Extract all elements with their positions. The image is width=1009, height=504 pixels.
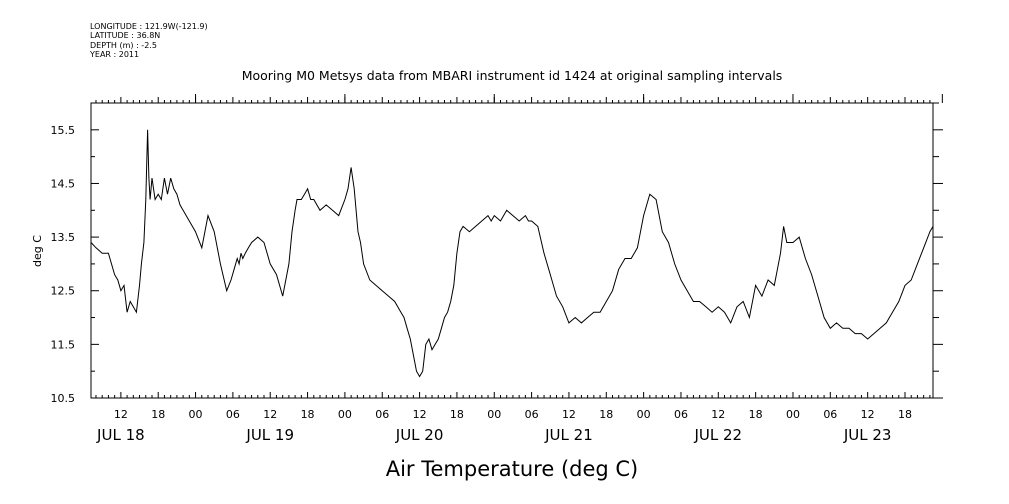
x-tick-label: 18 bbox=[151, 408, 165, 421]
meta-latitude: LATITUDE : 36.8N bbox=[90, 31, 161, 41]
x-tick-label: 00 bbox=[786, 408, 800, 421]
y-tick-label: 15.5 bbox=[51, 124, 76, 137]
x-day-label: JUL 22 bbox=[693, 426, 742, 444]
x-tick-label: 12 bbox=[861, 408, 875, 421]
meta-year: YEAR : 2011 bbox=[90, 49, 140, 59]
x-tick-label: 18 bbox=[599, 408, 613, 421]
plot-frame bbox=[90, 102, 934, 399]
x-tick-label: 12 bbox=[711, 408, 725, 421]
x-tick-label: 06 bbox=[226, 408, 240, 421]
x-tick-label: 12 bbox=[413, 408, 427, 421]
y-tick-label: 12.5 bbox=[51, 285, 76, 298]
y-tick-label: 11.5 bbox=[51, 338, 76, 351]
x-tick-label: 00 bbox=[338, 408, 352, 421]
x-day-label: JUL 23 bbox=[843, 426, 892, 444]
y-tick-label: 10.5 bbox=[51, 392, 76, 405]
x-day-label: JUL 18 bbox=[96, 426, 145, 444]
x-tick-label: 18 bbox=[450, 408, 464, 421]
x-tick-label: 18 bbox=[301, 408, 315, 421]
x-tick-label: 18 bbox=[898, 408, 912, 421]
x-tick-label: 12 bbox=[562, 408, 576, 421]
x-day-labels: JUL 18 JUL 19 JUL 20 JUL 21 JUL 22 JUL 23 bbox=[96, 426, 891, 444]
x-tick-label: 12 bbox=[114, 408, 128, 421]
y-tick-labels: 10.5 11.5 12.5 13.5 14.5 15.5 bbox=[51, 124, 76, 405]
x-tick-label: 06 bbox=[525, 408, 539, 421]
series-line-air-temperature bbox=[90, 129, 934, 378]
x-tick-label: 00 bbox=[487, 408, 501, 421]
x-tick-label: 00 bbox=[189, 408, 203, 421]
meta-depth: DEPTH (m) : -2.5 bbox=[90, 40, 157, 50]
meta-longitude: LONGITUDE : 121.9W(-121.9) bbox=[90, 22, 208, 31]
x-tick-label: 06 bbox=[823, 408, 837, 421]
x-axis-label: Air Temperature (deg C) bbox=[386, 457, 639, 481]
y-tick-label: 14.5 bbox=[51, 177, 76, 190]
chart-title: Mooring M0 Metsys data from MBARI instru… bbox=[242, 68, 783, 83]
metadata-block: LONGITUDE : 121.9W(-121.9) LATITUDE : 36… bbox=[90, 22, 208, 59]
y-tick-label: 13.5 bbox=[51, 231, 76, 244]
x-day-label: JUL 19 bbox=[245, 426, 294, 444]
x-tick-label: 12 bbox=[263, 408, 277, 421]
x-tick-label: 06 bbox=[674, 408, 688, 421]
axis-ticks bbox=[91, 94, 943, 399]
x-tick-label: 18 bbox=[749, 408, 763, 421]
y-axis-label: deg C bbox=[31, 235, 44, 267]
x-day-label: JUL 20 bbox=[395, 426, 444, 444]
x-tick-label: 06 bbox=[375, 408, 389, 421]
x-tick-label: 00 bbox=[637, 408, 651, 421]
x-day-label: JUL 21 bbox=[544, 426, 593, 444]
x-tick-labels: 12 18 00 06 12 18 00 06 12 18 00 06 12 18 00 06 12 18 00 06… bbox=[114, 408, 912, 421]
